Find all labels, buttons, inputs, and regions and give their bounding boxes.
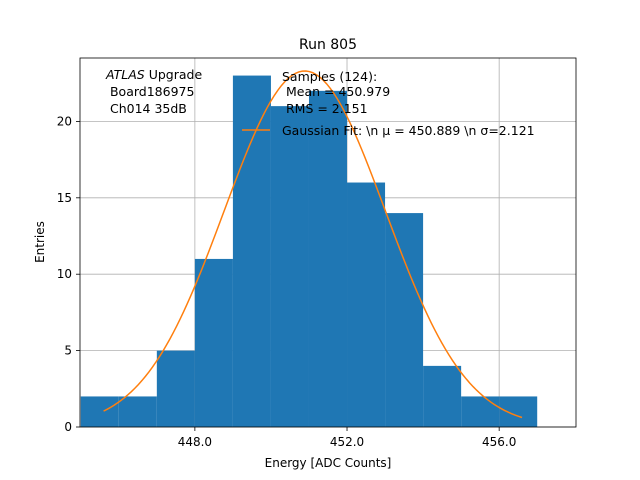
histogram-bar <box>80 396 119 427</box>
histogram-bar <box>194 258 233 427</box>
histogram-bar <box>118 396 157 427</box>
board-label: Board186975 <box>106 84 194 99</box>
histogram-bar <box>385 213 424 427</box>
x-tick-label: 456.0 <box>482 435 516 449</box>
upgrade-label: Upgrade <box>145 67 203 82</box>
histogram-bar <box>423 365 462 427</box>
gaussian-fit-curve <box>103 70 523 419</box>
histogram-bar <box>270 106 309 427</box>
histogram-bar <box>308 90 348 428</box>
y-tick-label: 0 <box>64 420 72 434</box>
histogram-bar <box>232 75 271 428</box>
y-tick-label: 15 <box>57 191 72 205</box>
y-axis-label: Entries <box>33 221 47 263</box>
legend-rms-label: RMS = 2.151 <box>282 101 368 116</box>
histogram-bar <box>347 182 386 427</box>
x-tick-label: 448.0 <box>178 435 212 449</box>
histogram-bar <box>499 396 538 427</box>
histogram-bars <box>80 75 538 428</box>
histogram-bar <box>461 396 500 427</box>
chart-title: Run 805 <box>299 37 357 53</box>
histogram-bar <box>156 350 195 427</box>
atlas-annotation: ATLAS Upgrade Board186975 Ch014 35dB <box>105 67 202 116</box>
legend-mean-label: Mean = 450.979 <box>282 84 390 99</box>
y-tick-label: 10 <box>57 267 72 281</box>
x-axis-ticks: 448.0 452.0 456.0 <box>178 427 516 449</box>
y-tick-label: 20 <box>57 114 72 128</box>
x-axis-label: Energy [ADC Counts] <box>265 456 392 470</box>
atlas-label: ATLAS <box>105 67 145 82</box>
x-tick-label: 452.0 <box>330 435 364 449</box>
y-axis-ticks: 0 5 10 15 20 <box>57 114 80 434</box>
legend-fit-label: Gaussian Fit: \n μ = 450.889 \n σ=2.121 <box>282 123 535 138</box>
legend: Samples (124): Mean = 450.979 RMS = 2.15… <box>242 69 535 138</box>
atlas-label-line: ATLAS Upgrade <box>105 67 202 82</box>
axes-frame <box>79 57 577 428</box>
channel-label: Ch014 35dB <box>106 101 187 116</box>
legend-samples-label: Samples (124): <box>282 69 377 84</box>
y-tick-label: 5 <box>64 344 72 358</box>
